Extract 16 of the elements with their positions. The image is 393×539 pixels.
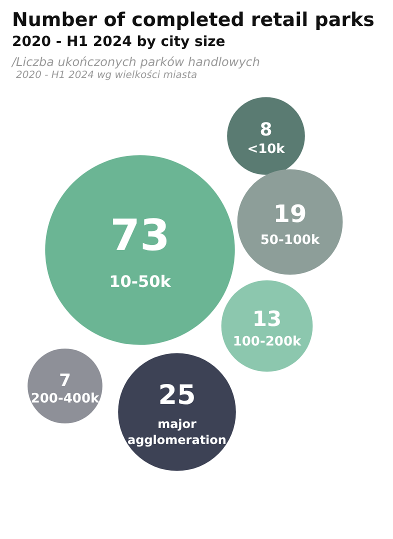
text: 2020 - H1 2024 by city size — [12, 34, 226, 50]
data-label: 25 — [158, 380, 196, 412]
data-label: 8 — [260, 120, 272, 141]
data-label: 73 — [110, 211, 170, 262]
category-label: major agglomeration — [128, 416, 226, 447]
category-label: 10-50k — [109, 272, 172, 292]
category-label: 200-400k — [30, 392, 100, 407]
text: 2020 - H1 2024 wg wielkości miasta — [16, 69, 198, 81]
data-label: 19 — [273, 200, 307, 228]
data-label: 7 — [59, 370, 71, 391]
category-label: <10k — [247, 142, 286, 158]
data-label: 13 — [252, 306, 282, 331]
category-label: 100-200k — [232, 334, 302, 350]
category-label: 50-100k — [260, 232, 320, 248]
text: /Liczba ukończonych parków handlowych — [11, 55, 260, 69]
text: Number of completed retail parks — [12, 9, 374, 31]
